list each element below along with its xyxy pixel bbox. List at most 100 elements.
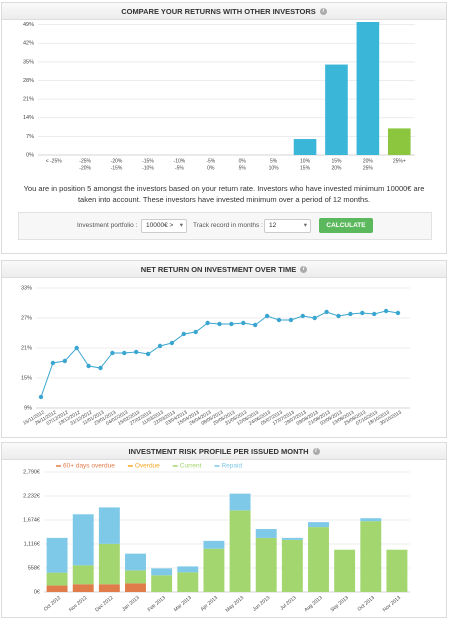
bar-segment (203, 548, 225, 592)
bar-segment (255, 537, 277, 592)
x-tick-label: -10% (142, 165, 154, 171)
bar-segment (46, 585, 68, 592)
x-tick-label: 10% (300, 158, 311, 164)
y-tick-label: 2,790€ (23, 469, 40, 475)
x-tick-label: -15% (142, 158, 154, 164)
y-tick-label: 35% (23, 59, 34, 65)
calculate-button[interactable]: CALCULATE (319, 218, 373, 233)
bar-segment (98, 543, 120, 585)
bar-segment (360, 521, 382, 592)
bar-segment (72, 584, 94, 592)
bar-segment (72, 565, 94, 585)
bar-segment (308, 522, 329, 528)
y-tick-label: 42% (23, 41, 34, 47)
bar-segment (46, 537, 68, 573)
y-tick-label: 1,116€ (24, 541, 40, 547)
point (86, 363, 91, 369)
point (360, 310, 365, 316)
panel-header: INVESTMENT RISK PROFILE PER ISSUED MONTH… (2, 443, 446, 460)
point (217, 321, 222, 327)
chart-title: COMPARE YOUR RETURNS WITH OTHER INVESTOR… (121, 6, 316, 16)
bar (356, 22, 380, 155)
x-tick-label: 15% (300, 165, 311, 171)
info-icon[interactable]: i (312, 447, 320, 455)
bar-segment (72, 514, 94, 566)
legend-label: Repaid (221, 463, 242, 470)
point (134, 349, 139, 355)
track-select[interactable]: 12 (264, 219, 311, 233)
bar-segment (46, 572, 68, 586)
portfolio-select[interactable]: 10000€ > (141, 219, 187, 233)
filter-form: Investment portfolio : 10000€ > Track re… (18, 212, 432, 240)
point (395, 310, 401, 316)
x-tick-label: 5% (270, 158, 278, 164)
point (157, 343, 163, 349)
x-tick-label: -5% (206, 158, 215, 164)
point (62, 358, 67, 364)
point (98, 365, 103, 371)
x-tick-label: -25% (79, 158, 91, 164)
bar-segment (125, 553, 146, 571)
point (312, 315, 317, 321)
info-icon[interactable]: i (300, 265, 308, 273)
legend-label: 60+ days overdue (63, 463, 115, 470)
x-tick-label: 20% (331, 165, 342, 171)
y-tick-label: 0€ (34, 589, 40, 595)
y-tick-label: 0% (26, 152, 34, 158)
bar-segment (229, 510, 251, 592)
y-tick-label: 33% (21, 285, 32, 291)
bar-segment (203, 540, 225, 549)
bar-segment (177, 572, 199, 592)
point (74, 345, 79, 351)
bar-segment (255, 529, 277, 538)
y-tick-label: 21% (21, 345, 32, 351)
y-tick-label: 7% (26, 134, 34, 140)
bar-segment (386, 549, 408, 592)
x-tick-label: 10% (269, 165, 280, 171)
bar-segment (177, 566, 199, 573)
point (336, 313, 341, 319)
bar-segment (125, 583, 146, 592)
x-tick-label: < -25% (46, 158, 63, 164)
y-tick-label: 28% (23, 78, 34, 84)
risk-panel: INVESTMENT RISK PROFILE PER ISSUED MONTH… (1, 442, 447, 618)
point (193, 329, 198, 335)
panel-header: NET RETURN ON INVESTMENT OVER TIME i (2, 261, 446, 278)
bar-segment (281, 539, 303, 592)
track-label: Track record in months : (193, 222, 263, 229)
x-tick-label: -15% (111, 165, 123, 171)
point (38, 394, 44, 400)
legend-label: Current (180, 463, 202, 470)
point (122, 350, 127, 356)
x-tick-label: -20% (79, 165, 91, 171)
point (169, 340, 175, 346)
portfolio-label: Investment portfolio : (77, 222, 138, 229)
point (324, 309, 329, 315)
bar-segment (151, 575, 173, 592)
x-tick-label: 5% (239, 165, 247, 171)
bar-segment (360, 518, 382, 522)
bar-segment (151, 568, 173, 576)
y-tick-label: 558€ (28, 565, 40, 571)
bar-segment (281, 537, 303, 540)
point (372, 311, 377, 317)
bar-segment (334, 549, 356, 592)
x-tick-label: 25%+ (393, 158, 406, 164)
bar-segment (98, 507, 120, 544)
return-panel: NET RETURN ON INVESTMENT OVER TIME i (1, 260, 447, 438)
x-tick-label: -5% (175, 165, 184, 171)
y-tick-label: 27% (21, 315, 32, 321)
legend-label: Overdue (135, 463, 160, 470)
info-icon[interactable]: i (319, 7, 327, 15)
point (300, 313, 305, 319)
x-tick-label: 0% (239, 158, 247, 164)
point (241, 320, 246, 326)
point (110, 350, 115, 356)
point (264, 313, 270, 319)
compare-panel: COMPARE YOUR RETURNS WITH OTHER INVESTOR… (1, 2, 447, 254)
point (276, 317, 282, 323)
point (288, 317, 294, 323)
bar-segment (98, 584, 120, 592)
